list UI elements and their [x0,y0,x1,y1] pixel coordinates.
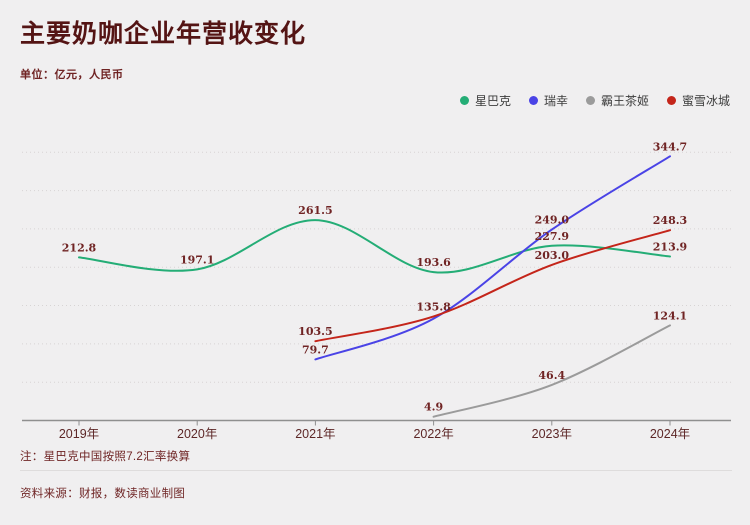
data-label-luckin: 249.0 [535,214,570,227]
data-label-starbucks: 212.8 [62,241,97,254]
chart-title: 主要奶咖企业年营收变化 [20,20,307,48]
legend: 星巴克 瑞幸 霸王茶姬 蜜雪冰城 [459,92,730,109]
legend-item-luckin: 瑞幸 [528,92,568,109]
x-axis-label: 2022年 [413,427,453,441]
series-line-starbucks [78,219,671,274]
footnote: 注：星巴克中国按照7.2汇率换算 [20,451,191,463]
data-label-chagee: 46.4 [538,369,565,382]
legend-dot-chagee [585,96,595,105]
series-line-luckin [314,155,671,361]
data-label-starbucks: 197.1 [180,253,214,266]
series-line-chagee [432,324,671,418]
series-line-mixue [314,229,671,343]
x-axis-label: 2019年 [59,427,99,441]
legend-dot-starbucks [459,96,469,105]
x-axis-label: 2020年 [177,427,217,441]
data-label-mixue: 203.0 [535,249,570,262]
legend-item-mixue: 蜜雪冰城 [666,92,730,109]
data-label-mixue: 103.5 [298,325,332,338]
legend-item-starbucks: 星巴克 [459,92,511,109]
legend-label-luckin: 瑞幸 [543,94,568,108]
legend-label-chagee: 霸王茶姬 [600,94,649,108]
data-label-mixue: 135.8 [416,300,451,313]
data-label-starbucks: 261.5 [298,204,332,217]
x-axis-label: 2023年 [532,427,572,441]
data-label-chagee: 124.1 [653,309,687,322]
unit-label: 单位：亿元，人民币 [20,69,124,81]
data-label-starbucks: 213.9 [653,241,687,254]
legend-item-chagee: 霸王茶姬 [585,92,649,109]
data-label-chagee: 4.9 [424,401,443,414]
source-credit: 资料来源：财报，数读商业制图 [20,488,186,500]
data-label-luckin: 344.7 [653,140,687,153]
footer-divider [20,470,732,471]
legend-label-mixue: 蜜雪冰城 [681,94,730,108]
x-axis-label: 2024年 [650,427,690,441]
data-label-luckin: 79.7 [302,343,329,356]
data-label-starbucks: 227.9 [535,230,569,243]
legend-dot-luckin [528,96,538,105]
legend-dot-mixue [666,96,676,105]
x-axis-label: 2021年 [295,427,335,441]
data-label-mixue: 248.3 [653,214,687,227]
data-label-starbucks: 193.6 [416,256,451,269]
legend-label-starbucks: 星巴克 [474,94,511,108]
